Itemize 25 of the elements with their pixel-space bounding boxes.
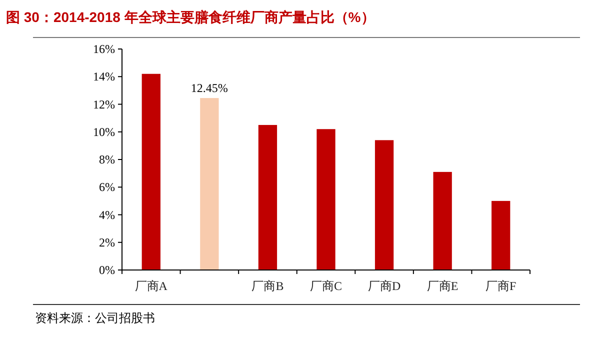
x-tick-label: 厂商B bbox=[252, 279, 284, 293]
y-tick-label: 4% bbox=[99, 208, 115, 222]
text: 资料来源：公司招股书 bbox=[35, 311, 155, 325]
y-tick-label: 6% bbox=[99, 180, 115, 194]
bar bbox=[433, 172, 452, 270]
chart-title: 图 30：2014-2018 年全球主要膳食纤维厂商产量占比（%） bbox=[6, 9, 375, 25]
x-tick-label: 厂商D bbox=[368, 279, 401, 293]
y-tick-label: 10% bbox=[93, 124, 115, 139]
data-label: 12.45% bbox=[190, 81, 228, 96]
y-tick-label: 16% bbox=[93, 42, 115, 56]
bar bbox=[258, 124, 278, 270]
bar bbox=[492, 200, 510, 270]
bar bbox=[142, 74, 160, 270]
bar bbox=[200, 98, 219, 270]
y-tick-label: 0% bbox=[99, 263, 115, 277]
x-tick-label: 厂商C bbox=[310, 279, 342, 293]
y-tick-label: 8% bbox=[99, 152, 115, 166]
y-tick-label: 14% bbox=[93, 70, 115, 84]
y-tick-label: 12% bbox=[93, 97, 115, 112]
y-tick-label: 2% bbox=[99, 235, 115, 250]
bar bbox=[316, 129, 336, 270]
x-tick-label: 厂商F bbox=[486, 279, 517, 293]
bar bbox=[374, 140, 394, 270]
x-tick-label: 厂商E bbox=[426, 279, 458, 293]
x-tick-label: 厂商A bbox=[134, 279, 168, 293]
